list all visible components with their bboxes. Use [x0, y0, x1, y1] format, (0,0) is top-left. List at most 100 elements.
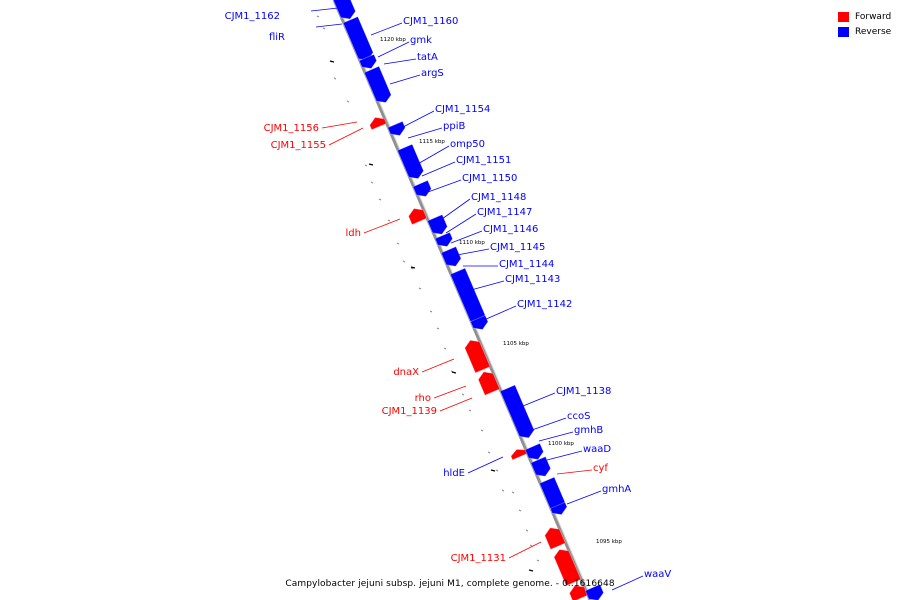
- gene-label: CJM1_1156: [264, 123, 319, 134]
- gene-leader-line: [315, 23, 343, 28]
- gene-label: cyf: [593, 463, 608, 474]
- gene-leader-line: [415, 145, 450, 166]
- tick-minor: [501, 489, 505, 492]
- tick-label: 1095 kbp: [596, 539, 622, 545]
- gene-leader-line: [321, 121, 358, 129]
- tick-minor: [396, 242, 400, 245]
- reverse-gene-arrow: [387, 120, 406, 136]
- gene-leader-line: [370, 22, 403, 36]
- forward-gene-arrow: [569, 585, 589, 600]
- tick-minor: [402, 260, 406, 263]
- forward-gene-arrow: [553, 549, 582, 587]
- gene-label: waaV: [644, 569, 671, 580]
- gene-outline: [477, 371, 501, 396]
- forward-gene-arrow: [477, 371, 501, 396]
- gene-label: omp50: [450, 139, 485, 150]
- gene-body: [478, 371, 500, 396]
- gene-outline: [332, 0, 356, 20]
- tick-major: [368, 163, 374, 166]
- tick-minor: [487, 451, 491, 454]
- gene-body: [364, 66, 392, 103]
- gene-leader-line: [310, 7, 339, 12]
- tick-major: [490, 469, 496, 472]
- tick-label: 1120 kbp: [380, 37, 406, 43]
- forward-gene-arrow: [408, 208, 428, 226]
- gene-leader-line: [556, 469, 593, 475]
- gene-leader-line: [546, 450, 583, 461]
- gene-body: [525, 443, 544, 460]
- tick-minor: [418, 287, 422, 290]
- gene-leader-line: [427, 179, 462, 193]
- gene-body: [539, 477, 565, 510]
- gene-body: [464, 340, 491, 373]
- gene-body: [500, 385, 535, 438]
- gene-label: gmhB: [574, 425, 603, 436]
- gene-label: CJM1_1131: [451, 553, 506, 564]
- gene-label: ldh: [346, 228, 361, 239]
- gene-leader-line: [439, 397, 473, 412]
- tick-minor: [525, 529, 529, 532]
- reverse-gene-arrow: [426, 214, 448, 235]
- gene-leader-line: [483, 305, 517, 321]
- gene-label: CJM1_1155: [271, 140, 326, 151]
- tick-label: 1100 kbp: [548, 441, 574, 447]
- tick-major: [528, 569, 534, 572]
- gene-leader-line: [566, 490, 602, 505]
- gene-label: CJM1_1160: [403, 16, 458, 27]
- gene-outline: [440, 246, 462, 267]
- gene-body: [441, 246, 462, 267]
- gene-outline: [524, 442, 544, 460]
- gene-outline: [363, 65, 392, 103]
- gene-label: gmk: [410, 35, 432, 46]
- gene-body: [470, 315, 488, 330]
- gene-label: tatA: [417, 52, 438, 63]
- tick-major: [329, 60, 335, 63]
- gene-leader-line: [522, 392, 556, 407]
- reverse-gene-arrow: [332, 0, 356, 20]
- legend-label-reverse: Reverse: [855, 26, 892, 37]
- reverse-gene-arrow: [440, 246, 462, 267]
- gene-leader-line: [383, 58, 417, 65]
- gene-outline: [464, 339, 491, 374]
- gene-leader-line: [467, 456, 504, 474]
- gene-leader-line: [389, 74, 421, 85]
- tick-minor: [364, 164, 368, 167]
- gene-label: CJM1_1139: [382, 406, 437, 417]
- gene-label: CJM1_1142: [517, 299, 572, 310]
- tick-minor: [443, 347, 447, 350]
- reverse-gene-arrow: [396, 143, 425, 180]
- forward-swatch: [838, 11, 849, 22]
- forward-gene-arrow: [544, 527, 566, 550]
- tick-minor: [480, 429, 484, 432]
- reverse-gene-arrow: [358, 53, 378, 69]
- reverse-gene-arrow: [524, 442, 544, 460]
- gene-outline: [358, 53, 378, 69]
- gene-leader-line: [421, 161, 456, 177]
- gene-leader-line: [421, 358, 455, 373]
- gene-label: rho: [415, 393, 431, 404]
- gene-label: gmhA: [602, 484, 631, 495]
- gene-label: CJM1_1143: [505, 274, 560, 285]
- gene-leader-line: [407, 127, 443, 139]
- gene-body: [397, 144, 424, 179]
- gene-leader-line: [363, 218, 401, 234]
- gene-body: [510, 449, 528, 460]
- reverse-swatch: [838, 26, 849, 37]
- gene-leader-line: [433, 385, 467, 399]
- tick-minor: [468, 409, 472, 412]
- gene-label: argS: [421, 68, 444, 79]
- legend-label-forward: Forward: [855, 11, 892, 22]
- gene-leader-line: [441, 198, 471, 220]
- gene-outline: [544, 527, 566, 550]
- gene-outline: [469, 314, 489, 330]
- forward-gene-arrow: [369, 116, 387, 131]
- gene-leader-line: [450, 230, 483, 244]
- tick-major: [451, 371, 457, 374]
- tick-label: 1105 kbp: [503, 341, 529, 347]
- gene-body: [369, 117, 387, 130]
- gene-leader-line: [538, 431, 574, 442]
- gene-leader-line: [377, 41, 410, 58]
- gene-leader-line: [456, 248, 490, 256]
- tick-minor: [316, 15, 320, 18]
